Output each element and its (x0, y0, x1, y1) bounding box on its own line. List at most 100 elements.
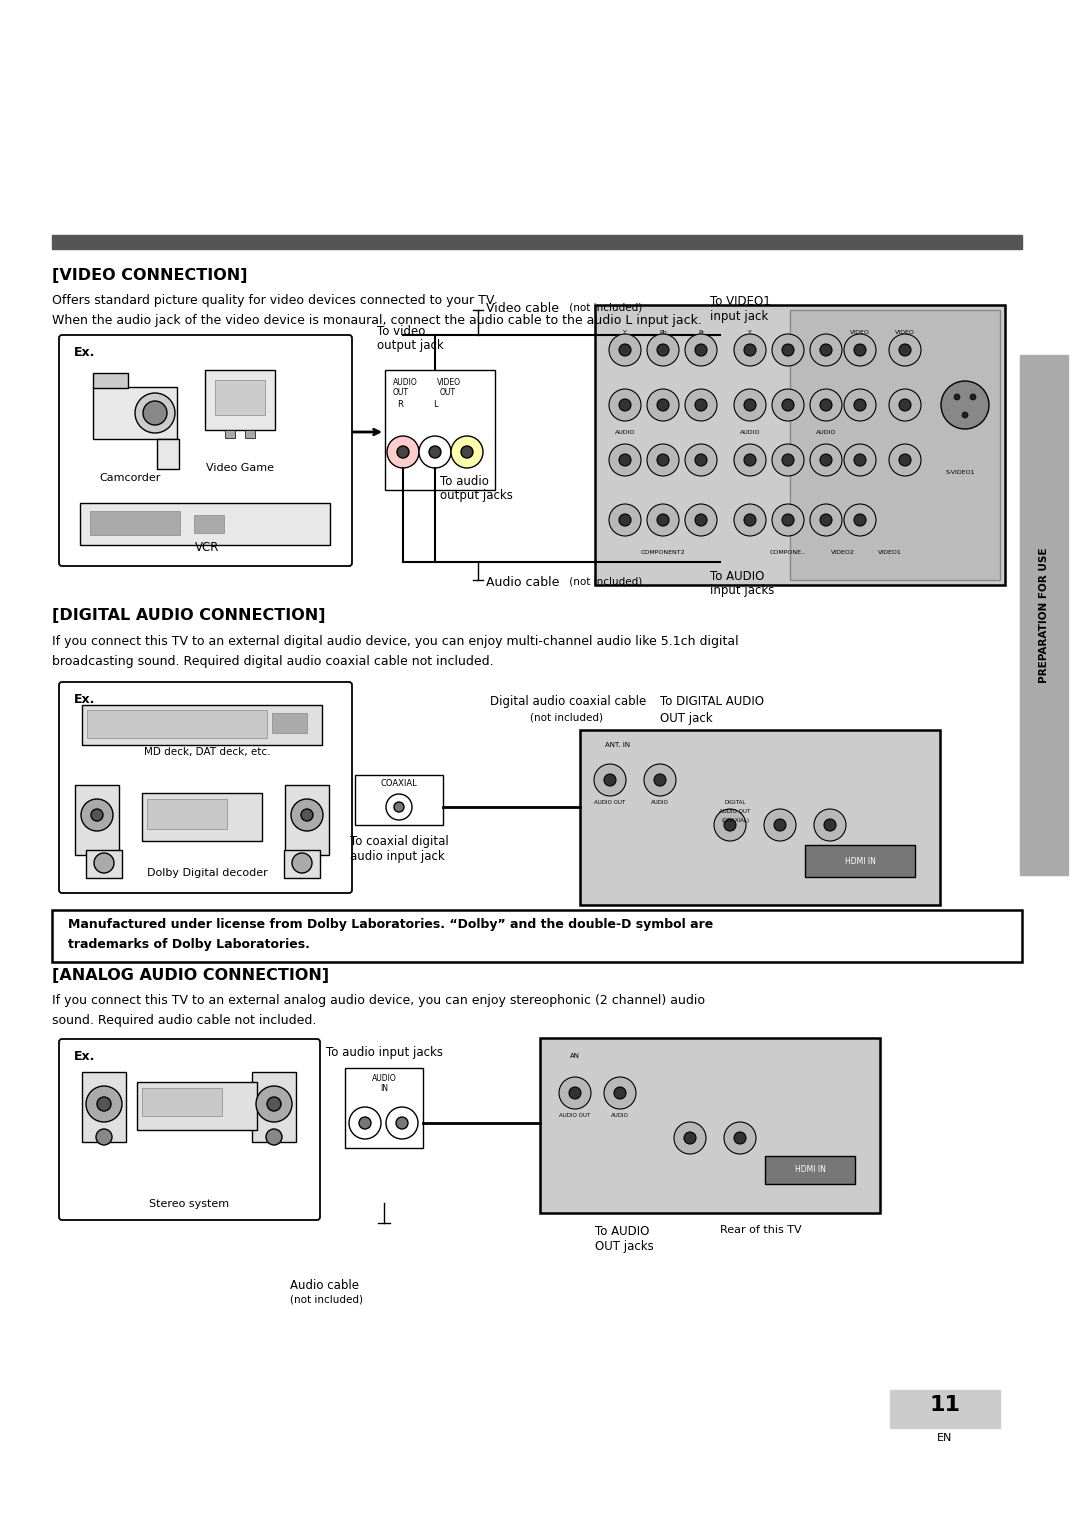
Circle shape (744, 454, 756, 466)
Text: R: R (397, 400, 403, 410)
Text: ANT. IN: ANT. IN (605, 743, 630, 749)
Text: VIDEO: VIDEO (437, 377, 461, 387)
Bar (215, 380, 265, 416)
Circle shape (899, 344, 912, 356)
Circle shape (734, 504, 766, 536)
Bar (141, 1088, 222, 1115)
Text: Audio cable: Audio cable (291, 1279, 359, 1293)
Circle shape (685, 335, 717, 367)
Bar (80, 503, 330, 545)
Circle shape (387, 435, 419, 468)
Bar (52, 911, 1022, 963)
Circle shape (899, 399, 912, 411)
Text: COMPONE..: COMPONE.. (770, 550, 806, 555)
Circle shape (609, 504, 642, 536)
Circle shape (301, 808, 313, 821)
Bar (86, 850, 122, 879)
Circle shape (820, 454, 832, 466)
Text: Ex.: Ex. (75, 694, 95, 706)
Bar (147, 799, 227, 830)
Text: OUT: OUT (393, 388, 409, 397)
Circle shape (619, 513, 631, 526)
Text: Camcorder: Camcorder (99, 474, 161, 483)
Text: Dolby Digital decoder: Dolby Digital decoder (147, 868, 268, 879)
Bar (93, 387, 177, 439)
Circle shape (970, 394, 976, 400)
Bar (789, 310, 1000, 581)
Circle shape (394, 802, 404, 811)
Circle shape (619, 454, 631, 466)
Circle shape (820, 513, 832, 526)
Text: To VIDEO1: To VIDEO1 (710, 295, 771, 309)
Text: Ex.: Ex. (75, 1050, 95, 1063)
Text: Pr: Pr (698, 330, 704, 335)
Bar (355, 775, 443, 825)
Circle shape (810, 390, 842, 422)
Bar (765, 1157, 855, 1184)
Text: VIDEO: VIDEO (895, 330, 915, 335)
Circle shape (657, 399, 669, 411)
Circle shape (91, 808, 103, 821)
Text: Digital audio coaxial cable: Digital audio coaxial cable (490, 695, 646, 707)
Circle shape (647, 445, 679, 477)
Circle shape (94, 853, 114, 872)
FancyBboxPatch shape (59, 681, 352, 892)
Circle shape (774, 819, 786, 831)
Text: input jacks: input jacks (710, 584, 774, 597)
Text: To coaxial digital: To coaxial digital (350, 834, 449, 848)
Circle shape (810, 504, 842, 536)
Text: When the audio jack of the video device is monaural, connect the audio cable to : When the audio jack of the video device … (52, 313, 702, 327)
Circle shape (843, 390, 876, 422)
Circle shape (772, 504, 804, 536)
Text: [VIDEO CONNECTION]: [VIDEO CONNECTION] (52, 267, 247, 283)
Circle shape (604, 775, 616, 785)
Circle shape (782, 399, 794, 411)
Bar (805, 845, 915, 877)
Bar (225, 429, 235, 439)
Text: input jack: input jack (710, 310, 768, 322)
FancyBboxPatch shape (59, 335, 352, 565)
Text: output jack: output jack (377, 339, 444, 351)
Circle shape (594, 764, 626, 796)
Circle shape (724, 819, 735, 831)
Text: Y: Y (623, 330, 626, 335)
Bar (141, 793, 262, 840)
Bar (245, 429, 255, 439)
Circle shape (696, 344, 707, 356)
Text: To AUDIO: To AUDIO (595, 1225, 649, 1238)
Circle shape (657, 454, 669, 466)
Circle shape (684, 1132, 696, 1144)
Text: (not included): (not included) (566, 576, 643, 587)
Circle shape (386, 795, 411, 821)
Text: HDMI IN: HDMI IN (795, 1166, 825, 1175)
Circle shape (619, 399, 631, 411)
Text: COAXIAL: COAXIAL (380, 779, 417, 788)
Bar (384, 370, 495, 490)
Text: sound. Required audio cable not included.: sound. Required audio cable not included… (52, 1015, 316, 1027)
Bar (1020, 354, 1068, 876)
Bar (284, 850, 320, 879)
Text: VIDEO: VIDEO (850, 330, 869, 335)
Circle shape (810, 335, 842, 367)
FancyBboxPatch shape (59, 1039, 320, 1219)
Text: Rear of this TV: Rear of this TV (720, 1225, 801, 1235)
Text: (not included): (not included) (291, 1294, 363, 1303)
Bar (580, 730, 940, 905)
Circle shape (734, 335, 766, 367)
Text: Video Game: Video Game (206, 463, 274, 474)
Circle shape (843, 445, 876, 477)
Bar (285, 785, 329, 856)
Circle shape (86, 1086, 122, 1122)
Circle shape (696, 513, 707, 526)
Text: COMPONENT2: COMPONENT2 (640, 550, 686, 555)
Bar (52, 235, 1022, 249)
Bar (93, 373, 129, 388)
Circle shape (604, 1077, 636, 1109)
Circle shape (820, 399, 832, 411)
Bar (252, 1073, 296, 1141)
Circle shape (889, 445, 921, 477)
Bar (157, 439, 179, 469)
Circle shape (685, 504, 717, 536)
Circle shape (647, 335, 679, 367)
Bar (345, 1068, 423, 1148)
